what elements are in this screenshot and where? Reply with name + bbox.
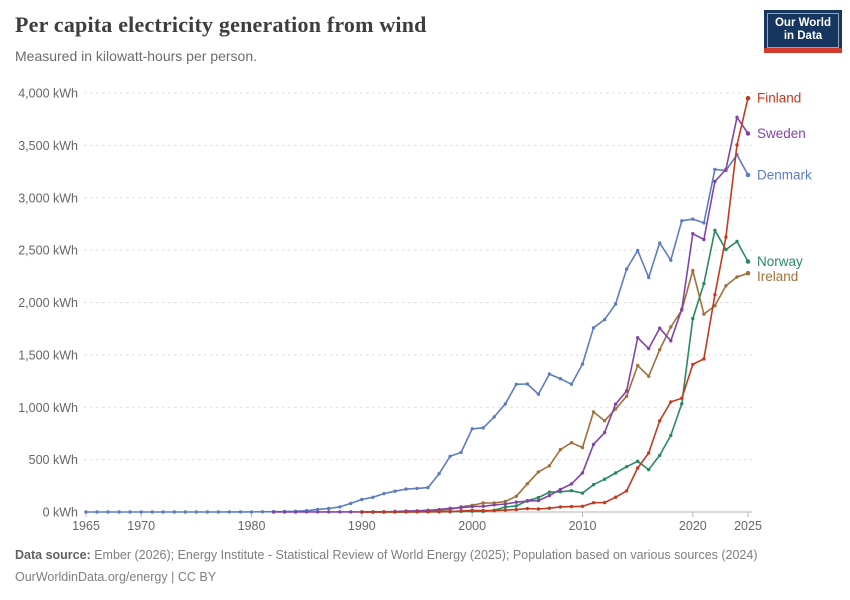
x-axis-tick-label: 2000 bbox=[458, 519, 486, 533]
owid-logo-text: Our World in Data bbox=[767, 13, 839, 48]
y-axis-tick-label: 3,500 kWh bbox=[18, 139, 78, 153]
y-axis-tick-label: 0 kWh bbox=[43, 506, 78, 520]
series-label-finland[interactable]: Finland bbox=[757, 91, 801, 106]
series-label-norway[interactable]: Norway bbox=[757, 254, 803, 269]
x-axis-tick-label: 1980 bbox=[238, 519, 266, 533]
datasource-text: Ember (2026); Energy Institute - Statist… bbox=[90, 548, 758, 562]
owid-logo[interactable]: Our World in Data bbox=[764, 10, 842, 53]
series-end-marker bbox=[745, 172, 751, 178]
series-label-sweden[interactable]: Sweden bbox=[757, 126, 806, 141]
x-axis-tick-label: 1970 bbox=[127, 519, 155, 533]
footer-links-line: OurWorldinData.org/energy | CC BY bbox=[15, 566, 835, 588]
series-label-denmark[interactable]: Denmark bbox=[757, 168, 812, 183]
chart-title: Per capita electricity generation from w… bbox=[15, 12, 427, 37]
x-axis-tick-label: 2020 bbox=[679, 519, 707, 533]
series-end-marker bbox=[745, 259, 751, 264]
footer-separator: | bbox=[167, 570, 178, 584]
y-axis-tick-label: 2,500 kWh bbox=[18, 244, 78, 258]
y-axis-tick-label: 1,500 kWh bbox=[18, 348, 78, 362]
series-line-finland[interactable] bbox=[360, 95, 751, 514]
series-line-ireland[interactable] bbox=[360, 268, 751, 514]
y-axis-tick-label: 1,000 kWh bbox=[18, 401, 78, 415]
x-axis-tick-label: 1990 bbox=[348, 519, 376, 533]
x-axis-tick-label: 1965 bbox=[72, 519, 100, 533]
x-axis-tick-label: 2010 bbox=[569, 519, 597, 533]
owid-logo-accent-bar bbox=[764, 48, 842, 53]
chart-subtitle: Measured in kilowatt-hours per person. bbox=[15, 48, 258, 64]
series-line-denmark[interactable] bbox=[84, 153, 751, 514]
series-end-marker bbox=[745, 95, 751, 101]
x-axis-tick-label: 2025 bbox=[734, 519, 762, 533]
y-axis-tick-label: 4,000 kWh bbox=[18, 87, 78, 101]
chart-footer: Data source: Ember (2026); Energy Instit… bbox=[15, 544, 835, 588]
owid-energy-link[interactable]: OurWorldinData.org/energy bbox=[15, 570, 168, 584]
datasource-label: Data source: bbox=[15, 548, 91, 562]
y-axis-tick-label: 500 kWh bbox=[29, 453, 78, 467]
y-axis-tick-label: 3,000 kWh bbox=[18, 191, 78, 205]
y-axis-tick-label: 2,000 kWh bbox=[18, 296, 78, 310]
license-link[interactable]: CC BY bbox=[177, 570, 217, 584]
series-label-ireland[interactable]: Ireland bbox=[757, 269, 798, 284]
series-end-marker bbox=[745, 270, 751, 276]
datasource-line: Data source: Ember (2026); Energy Instit… bbox=[15, 544, 835, 566]
series-end-marker bbox=[745, 131, 751, 136]
